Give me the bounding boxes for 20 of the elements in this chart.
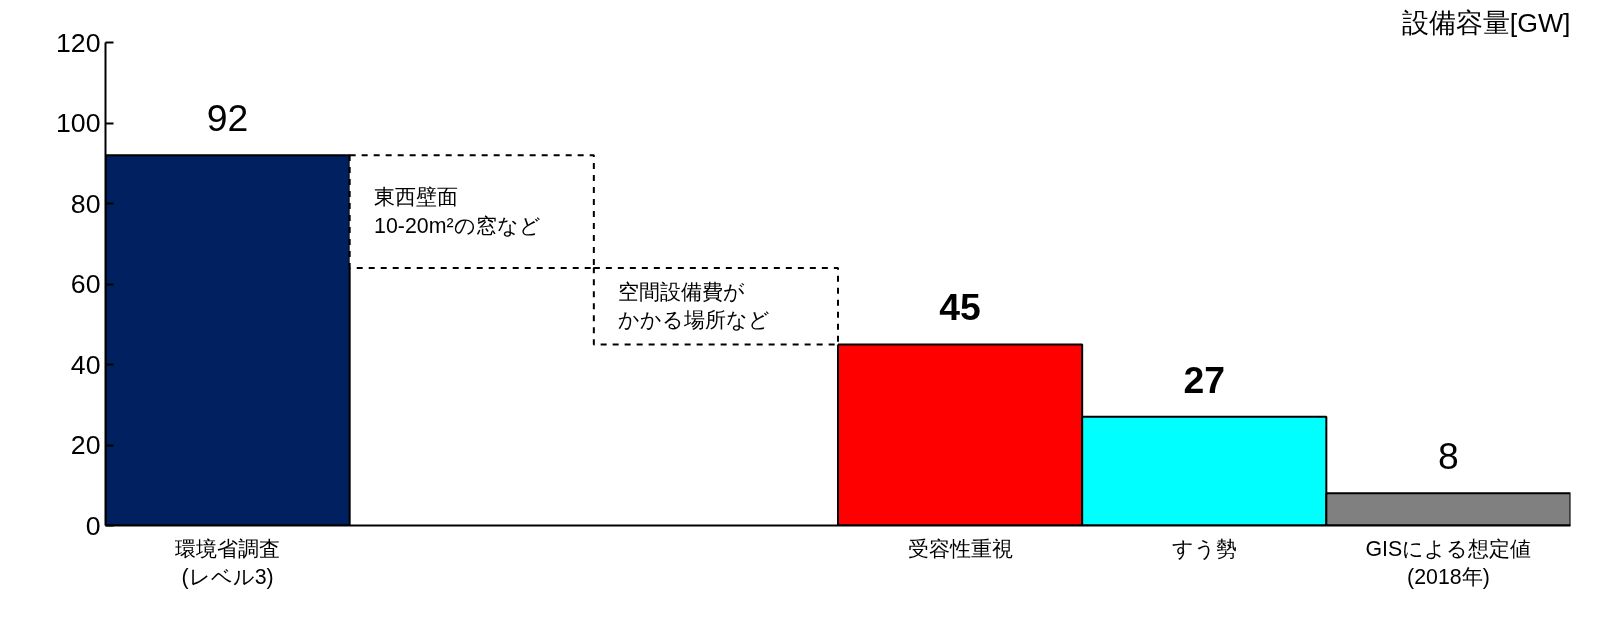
y-tick-label: 120 xyxy=(56,27,101,58)
annotation: 空間設備費が xyxy=(618,280,746,305)
annotation: かかる場所など xyxy=(618,308,771,333)
data-label: 45 xyxy=(939,286,981,329)
x-tick-label: GISによる想定値 (2018年) xyxy=(1365,536,1532,590)
x-tick-label: 環境省調査 (レベル3) xyxy=(175,536,281,590)
x-tick-label: 受容性重視 xyxy=(907,536,1013,561)
data-label: 8 xyxy=(1438,435,1459,478)
y-tick-label: 0 xyxy=(85,510,101,541)
y-tick-label: 80 xyxy=(70,188,101,219)
y-tick-label: 40 xyxy=(70,349,101,380)
data-label: 27 xyxy=(1183,358,1226,401)
data-label: 92 xyxy=(206,97,249,140)
y-axis-title: 設備容量[GW] xyxy=(1401,7,1571,38)
annotation: 10-20m²の窓など xyxy=(374,213,541,238)
x-tick-label: すう勢 xyxy=(1171,536,1237,561)
y-tick-label: 60 xyxy=(70,269,101,299)
annotation: 東西壁面 xyxy=(374,185,459,210)
y-tick-label: 100 xyxy=(56,108,101,138)
y-tick-label: 20 xyxy=(70,430,101,460)
